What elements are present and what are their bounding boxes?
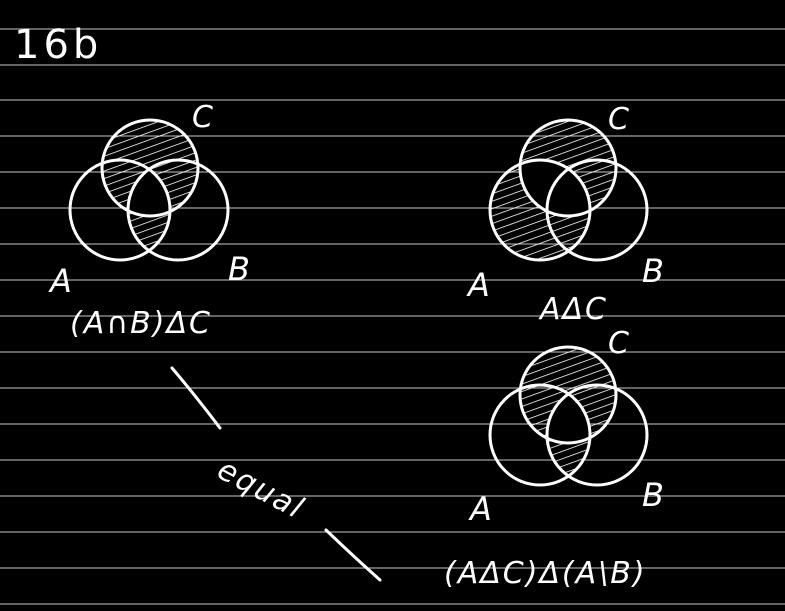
caption-left: (A∩B)ΔC [70, 306, 212, 341]
circle-c-left [100, 118, 200, 218]
caption-right-top: AΔC [540, 292, 608, 327]
circle-a-left [68, 158, 172, 262]
caption-right-bottom: (AΔC)Δ(A\B) [444, 556, 647, 591]
circle-a-right-bottom [488, 383, 592, 487]
set-label-c-right-bottom: C [608, 326, 631, 361]
set-label-c-left: C [192, 100, 215, 135]
page-heading: 16b [14, 22, 103, 68]
shaded-region-right-bottom [520, 347, 616, 485]
set-label-a-right-top: A [468, 266, 492, 304]
venn-diagram-left [68, 118, 230, 262]
connector-stroke-upper [170, 366, 222, 430]
set-label-c-right-top: C [608, 102, 631, 137]
circle-b-right-bottom [545, 383, 649, 487]
venn-diagram-right-bottom [488, 345, 649, 487]
venn-diagram-right-top [488, 118, 649, 262]
set-label-b-right-top: B [642, 252, 666, 290]
set-label-b-right-bottom: B [642, 476, 666, 514]
connector-stroke-lower [324, 528, 382, 582]
set-label-a-left: A [50, 262, 74, 300]
set-label-b-left: B [228, 250, 252, 288]
circle-c-right-bottom [518, 345, 618, 445]
shaded-region-right-top [490, 120, 616, 260]
set-label-a-right-bottom: A [470, 490, 494, 528]
circle-c-right-top [518, 118, 618, 218]
